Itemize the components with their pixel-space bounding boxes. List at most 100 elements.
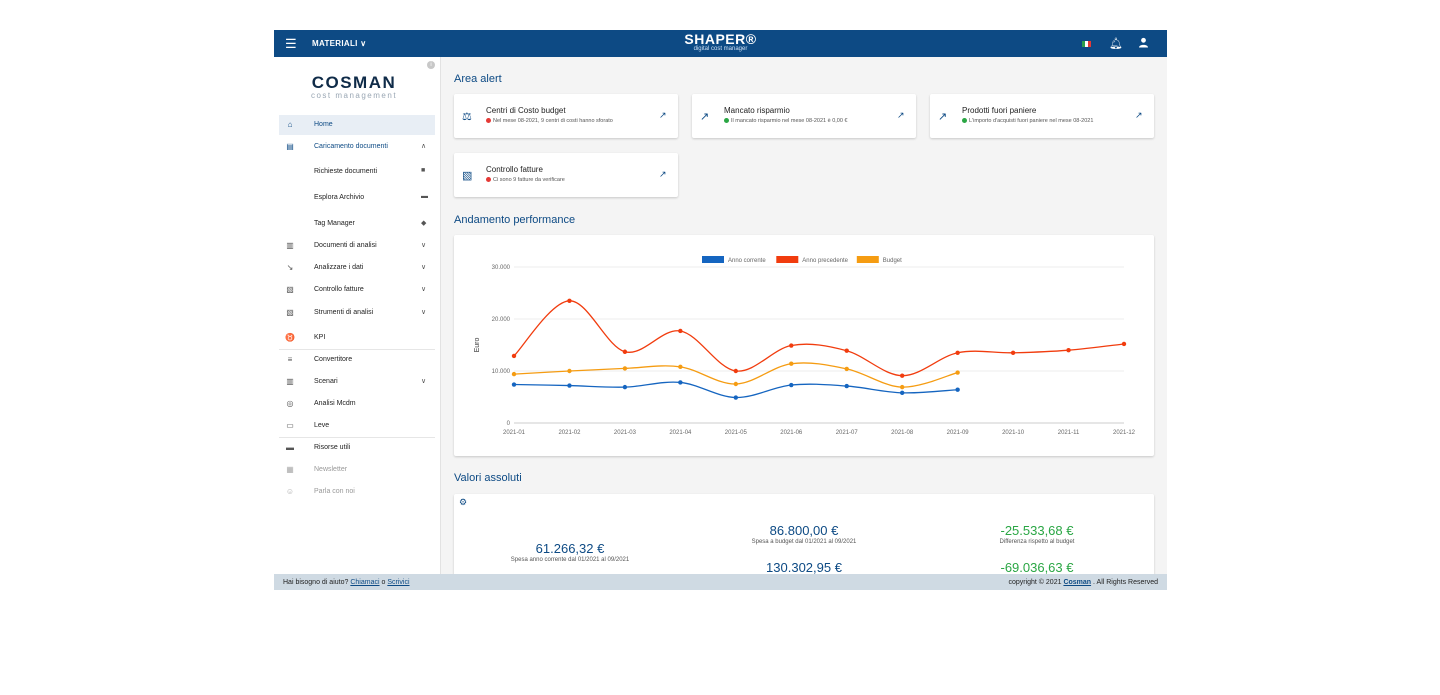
money-icon: ▭ — [286, 421, 294, 430]
area-alert-title: Area alert — [454, 73, 502, 85]
alert-card-prodotti-fuori-paniere[interactable]: ↗ Prodotti fuori paniere L'importo d'acq… — [930, 94, 1154, 138]
user-icon[interactable] — [1138, 37, 1149, 51]
sidebar-item-label: Parla con noi — [314, 488, 355, 495]
open-external-icon[interactable]: ↗ — [659, 110, 667, 120]
sidebar-item-documenti-di-analisi[interactable]: ▥ Documenti di analisi ∨ — [279, 236, 435, 256]
value-label: Spesa anno corrente dal 01/2021 al 09/20… — [510, 557, 630, 563]
data-point-anno-precedente — [844, 348, 849, 353]
alert-card-mancato-risparmio[interactable]: ↗ Mancato risparmio Il mancato risparmio… — [692, 94, 916, 138]
app-window: ☰ MATERIALI ∨ SHAPER® digital cost manag… — [274, 30, 1167, 590]
x-tick-label: 2021-06 — [780, 430, 803, 436]
data-point-budget — [678, 364, 683, 370]
invoice-icon: ▧ — [286, 308, 294, 317]
sidebar-item-label: Analizzare i dati — [314, 264, 364, 271]
sidebar-item-label: Analisi Mcdm — [314, 400, 356, 407]
legend-swatch — [702, 256, 724, 263]
open-external-icon[interactable]: ↗ — [897, 110, 905, 120]
sidebar-item-strumenti-di-analisi[interactable]: ▧ Strumenti di analisi ∨ — [279, 303, 435, 323]
chevron-down-icon: ∨ — [421, 242, 427, 249]
value-budget: 86.800,00 € Spesa a budget dal 01/2021 a… — [704, 524, 904, 547]
sidebar-item-scenari[interactable]: ▥ Scenari ∨ — [279, 372, 435, 392]
support-icon: ☺ — [285, 487, 295, 496]
invoice-icon: ▧ — [462, 170, 473, 182]
alert-title: Prodotti fuori paniere — [962, 106, 1037, 115]
data-point-budget — [789, 361, 794, 366]
main-content: Area alert ⚖︎ Centri di Costo budget Nel… — [440, 57, 1167, 584]
sidebar-item-controllo-fatture[interactable]: ▧ Controllo fatture ∨ — [279, 280, 435, 300]
archive-icon: ▤ — [286, 142, 294, 151]
chevron-down-icon: ∨ — [421, 286, 427, 293]
sidebar-item-kpi[interactable]: ♉ KPI — [279, 328, 435, 348]
y-axis-label: Euro — [474, 338, 481, 353]
status-dot — [724, 118, 729, 123]
write-link[interactable]: Scrivici — [387, 579, 410, 586]
sidebar-item-label: Richieste documenti — [314, 168, 378, 175]
sidebar-item-label: KPI — [314, 334, 326, 341]
sidebar-item-label: Newsletter — [314, 466, 348, 473]
alert-card-centri-di-costo[interactable]: ⚖︎ Centri di Costo budget Nel mese 08-20… — [454, 94, 678, 138]
sidebar-item-label: Home — [314, 121, 333, 128]
value-difference-previous: -69.036,63 € — [937, 561, 1137, 575]
data-point-anno-precedente — [567, 298, 572, 303]
data-point-anno-corrente — [844, 383, 849, 389]
data-point-budget — [622, 366, 628, 371]
data-point-anno-corrente — [567, 383, 572, 388]
x-tick-label: 2021-01 — [503, 430, 526, 436]
sidebar-item-richieste-documenti[interactable]: Richieste documenti ■ — [279, 162, 435, 182]
alert-title: Mancato risparmio — [724, 106, 790, 115]
data-point-anno-corrente — [622, 384, 628, 390]
x-tick-label: 2021-09 — [947, 430, 970, 436]
info-icon[interactable]: i — [427, 61, 435, 69]
open-external-icon[interactable]: ↗ — [1135, 110, 1143, 120]
sidebar-item-analisi-mcdm[interactable]: ◎ Analisi Mcdm — [279, 394, 435, 414]
x-tick-label: 2021-07 — [836, 430, 859, 436]
settings-gear-icon[interactable]: ⚙︎ — [459, 497, 468, 507]
italian-flag-icon[interactable] — [1082, 41, 1091, 47]
copyright-text: copyright © 2021 — [1008, 579, 1062, 586]
alert-card-controllo-fatture[interactable]: ▧ Controllo fatture Ci sono 9 fatture da… — [454, 153, 678, 197]
absolute-values-card: ⚙︎ 61.266,32 € Spesa anno corrente dal 0… — [454, 494, 1154, 584]
tag-icon: ◆ — [421, 220, 427, 227]
legend-swatch — [776, 256, 799, 263]
materiali-menu[interactable]: MATERIALI ∨ — [312, 39, 366, 48]
open-external-icon[interactable]: ↗ — [659, 169, 667, 179]
sidebar-item-convertitore[interactable]: ≡ Convertitore — [279, 350, 435, 370]
sidebar-item-tag-manager[interactable]: Tag Manager ◆ — [279, 214, 435, 234]
sidebar-item-parla-con-noi[interactable]: ☺ Parla con noi — [279, 482, 435, 502]
bell-icon[interactable]: 🔔︎ — [1109, 38, 1123, 50]
alert-description: Nel mese 08-2021, 9 centri di costi hann… — [486, 118, 646, 124]
alert-title: Centri di Costo budget — [486, 106, 566, 115]
performance-chart-card: 0 10.000 20.000 30.000 2021-01 2021-02 2021-03… — [454, 235, 1154, 456]
sidebar-divider — [279, 349, 435, 350]
data-point-anno-corrente — [789, 382, 794, 388]
library-icon: ▥ — [286, 241, 294, 250]
sidebar-item-home[interactable]: ⌂ Home — [279, 115, 435, 135]
brand-name: SHAPER® — [684, 31, 757, 47]
value-previous-year: 130.302,95 € — [704, 561, 904, 575]
sidebar-item-label: Caricamento documenti — [314, 143, 388, 150]
data-point-budget — [567, 368, 572, 374]
hamburger-menu-icon[interactable]: ☰ — [285, 36, 297, 51]
legend-label: Anno corrente — [728, 258, 766, 264]
data-point-anno-corrente — [899, 390, 905, 396]
sidebar: i COSMAN cost management ⌂ Home ▤ Carica… — [274, 57, 441, 574]
value-amount: 130.302,95 € — [766, 560, 842, 575]
call-link[interactable]: Chiamaci — [350, 579, 380, 586]
sidebar-divider — [279, 437, 435, 438]
sidebar-item-label: Tag Manager — [314, 220, 355, 227]
materiali-menu-label: MATERIALI — [312, 39, 358, 48]
data-point-budget — [733, 381, 739, 387]
sidebar-item-label: Strumenti di analisi — [314, 309, 374, 316]
sidebar-item-leve[interactable]: ▭ Leve — [279, 416, 435, 436]
sidebar-item-newsletter[interactable]: ▦ Newsletter — [279, 460, 435, 480]
alert-description: Ci sono 9 fatture da verificare — [486, 177, 646, 183]
sidebar-item-label: Documenti di analisi — [314, 242, 377, 249]
chart-icon: ↘ — [286, 263, 294, 272]
sidebar-item-caricamento-documenti[interactable]: ▤ Caricamento documenti ∧ — [279, 137, 435, 157]
data-point-anno-corrente — [678, 380, 683, 385]
sidebar-item-risorse-utili[interactable]: ▬ Risorse utili — [279, 438, 435, 458]
company-link[interactable]: Cosman — [1063, 579, 1092, 586]
sidebar-item-analizzare-i-dati[interactable]: ↘ Analizzare i dati ∨ — [279, 258, 435, 278]
x-tick-label: 2021-03 — [614, 430, 637, 436]
sidebar-item-esplora-archivio[interactable]: Esplora Archivio ▬ — [279, 188, 435, 208]
